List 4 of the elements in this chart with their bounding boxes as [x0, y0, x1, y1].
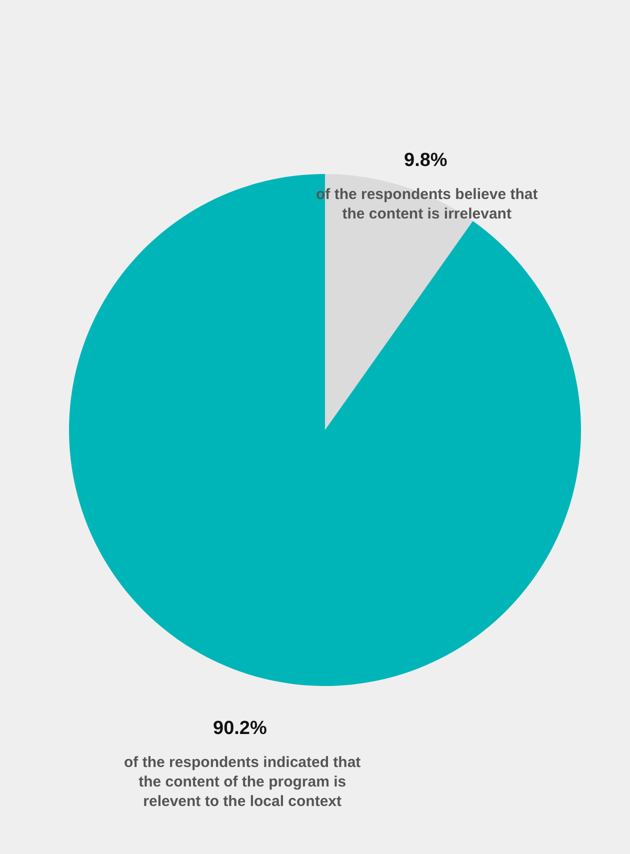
data-label: 90.2% [213, 718, 267, 739]
data-label: 9.8% [404, 150, 448, 171]
slice-label: of the respondents indicated that the content of the program is relevent to the local context [124, 754, 361, 810]
pie-slice [69, 174, 581, 686]
